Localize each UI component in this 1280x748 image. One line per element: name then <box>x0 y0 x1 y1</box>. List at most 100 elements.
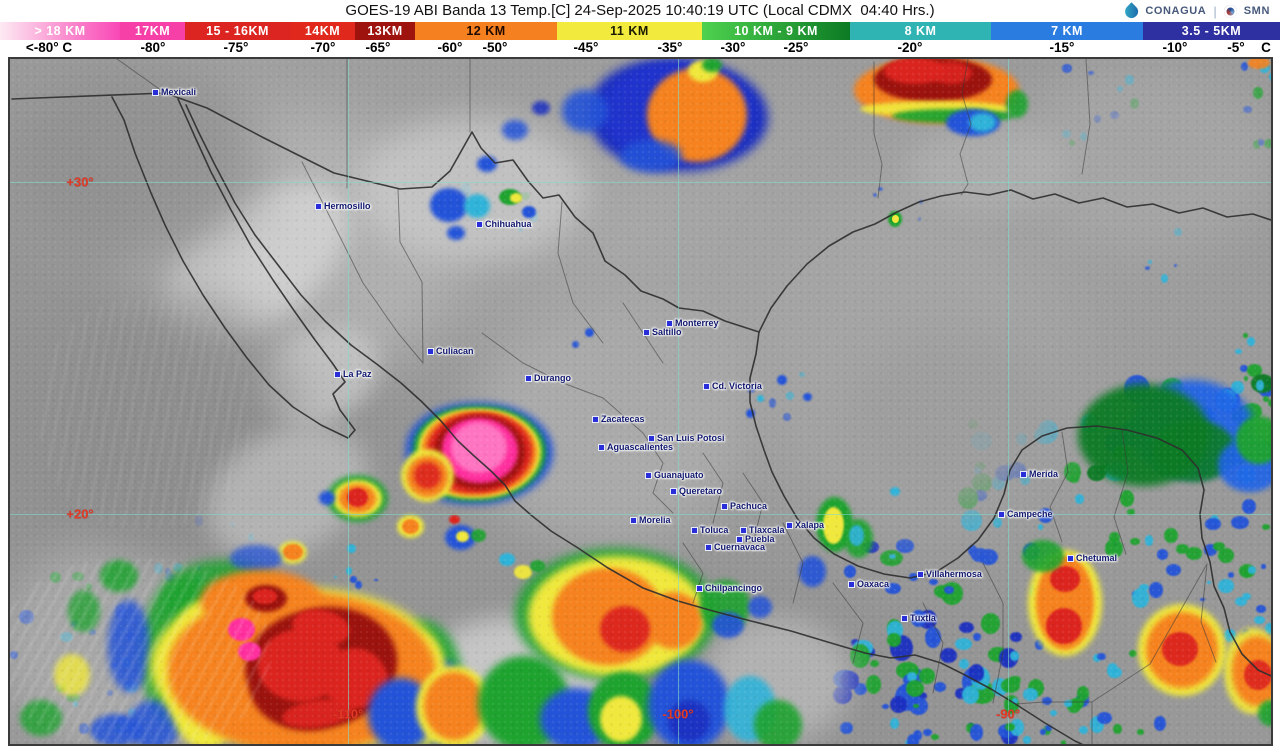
legend-segment: > 18 KM <box>0 22 120 40</box>
temp-tick: -80° <box>140 40 166 55</box>
city-dot-icon <box>476 220 483 228</box>
city-name: Durango <box>534 373 571 383</box>
city-name: Oaxaca <box>857 579 890 589</box>
city-name: Guanajuato <box>654 470 704 480</box>
temp-tick: -5° <box>1227 40 1245 55</box>
temp-tick: -20° <box>897 40 923 55</box>
city-name: Campeche <box>1007 509 1053 519</box>
smn-logo-text: SMN <box>1243 5 1270 17</box>
city-marker: Chetumal <box>1067 553 1117 563</box>
city-marker: Hermosillo <box>315 201 371 211</box>
legend-segment: 3.5 - 5KM <box>1143 22 1280 40</box>
city-dot-icon <box>643 328 650 336</box>
city-marker: Zacatecas <box>592 414 645 424</box>
legend-segment: 7 KM <box>991 22 1143 40</box>
city-name: Chilpancingo <box>705 583 762 593</box>
conagua-logo-icon <box>1122 1 1142 21</box>
city-name: Villahermosa <box>926 569 982 579</box>
agency-logos: CONAGUA | SMN <box>1122 1 1270 21</box>
city-dot-icon <box>666 319 673 327</box>
city-marker: Culiacan <box>427 346 474 356</box>
city-marker: Monterrey <box>666 318 719 328</box>
city-dot-icon <box>998 510 1005 518</box>
legend-segment: 15 - 16KM <box>185 22 290 40</box>
city-marker: Cd. Victoria <box>703 381 762 391</box>
city-marker: Oaxaca <box>848 579 889 589</box>
city-dot-icon <box>736 535 743 543</box>
city-name: Mexicali <box>161 87 197 97</box>
city-dot-icon <box>648 434 655 442</box>
city-marker: Aguascalientes <box>598 442 673 452</box>
city-dot-icon <box>315 202 322 210</box>
temp-tick: -65° <box>365 40 391 55</box>
city-labels: Mexicali Hermosillo Chihuahua Culiacan La Pa… <box>10 59 1271 744</box>
logo-separator: | <box>1213 3 1217 19</box>
city-dot-icon <box>917 570 924 578</box>
city-dot-icon <box>670 487 677 495</box>
temperature-scale: <-80° C -80° -75° -70° -65° -60° -50° -45° -35° -… <box>0 40 1280 57</box>
city-dot-icon <box>901 614 908 622</box>
city-marker: Xalapa <box>786 520 824 530</box>
city-dot-icon <box>152 88 159 96</box>
city-name: Cd. Victoria <box>712 381 762 391</box>
city-marker: Villahermosa <box>917 569 982 579</box>
temp-tick: -10° <box>1162 40 1188 55</box>
temp-tick: -25° <box>783 40 809 55</box>
city-marker: Chilpancingo <box>696 583 762 593</box>
city-dot-icon <box>848 580 855 588</box>
city-name: Morelia <box>639 515 671 525</box>
city-dot-icon <box>696 584 703 592</box>
city-marker: Morelia <box>630 515 671 525</box>
page-title: GOES-19 ABI Banda 13 Temp.[C] 24-Sep-202… <box>345 2 935 19</box>
city-marker: Tlaxcala <box>740 525 785 535</box>
city-name: Merida <box>1029 469 1059 479</box>
city-marker: Merida <box>1020 469 1058 479</box>
city-marker: Saltillo <box>643 327 682 337</box>
legend-segment: 8 KM <box>850 22 991 40</box>
city-name: Xalapa <box>795 520 825 530</box>
city-name: Pachuca <box>730 501 768 511</box>
temp-tick: -15° <box>1049 40 1075 55</box>
legend-segment: 17KM <box>120 22 185 40</box>
city-dot-icon <box>705 543 712 551</box>
temp-tick: -50° <box>482 40 508 55</box>
city-name: Zacatecas <box>601 414 645 424</box>
conagua-logo-text: CONAGUA <box>1145 5 1207 17</box>
city-name: Culiacan <box>436 346 474 356</box>
city-name: Saltillo <box>652 327 682 337</box>
city-dot-icon <box>630 516 637 524</box>
city-dot-icon <box>592 415 599 423</box>
smn-logo-icon <box>1223 4 1237 18</box>
city-name: Hermosillo <box>324 201 371 211</box>
city-marker: Campeche <box>998 509 1053 519</box>
city-name: Toluca <box>700 525 729 535</box>
temp-tick: -75° <box>223 40 249 55</box>
city-name: San Luis Potosi <box>657 433 725 443</box>
city-marker: Durango <box>525 373 571 383</box>
city-marker: Cuernavaca <box>705 542 765 552</box>
city-name: Tuxtla <box>910 613 936 623</box>
city-marker: San Luis Potosi <box>648 433 725 443</box>
city-dot-icon <box>427 347 434 355</box>
city-dot-icon <box>334 370 341 378</box>
city-dot-icon <box>1067 554 1074 562</box>
legend-segment: 14KM <box>290 22 355 40</box>
city-dot-icon <box>525 374 532 382</box>
city-marker: La Paz <box>334 369 372 379</box>
city-dot-icon <box>645 471 652 479</box>
city-name: Aguascalientes <box>607 442 674 452</box>
altitude-color-legend: > 18 KM 17KM 15 - 16KM 14KM 13KM 12 KM 11 KM 10… <box>0 22 1280 40</box>
temp-tick: -35° <box>657 40 683 55</box>
city-marker: Pachuca <box>721 501 767 511</box>
city-dot-icon <box>786 521 793 529</box>
city-name: Chihuahua <box>485 219 532 229</box>
city-marker: Tuxtla <box>901 613 936 623</box>
city-marker: Mexicali <box>152 87 196 97</box>
satellite-map: +30° +20° -110° -100° -90° Mexicali Hermosill… <box>8 57 1273 746</box>
city-marker: Queretaro <box>670 486 722 496</box>
city-name: Cuernavaca <box>714 542 766 552</box>
city-name: La Paz <box>343 369 372 379</box>
city-dot-icon <box>703 382 710 390</box>
city-marker: Chihuahua <box>476 219 532 229</box>
